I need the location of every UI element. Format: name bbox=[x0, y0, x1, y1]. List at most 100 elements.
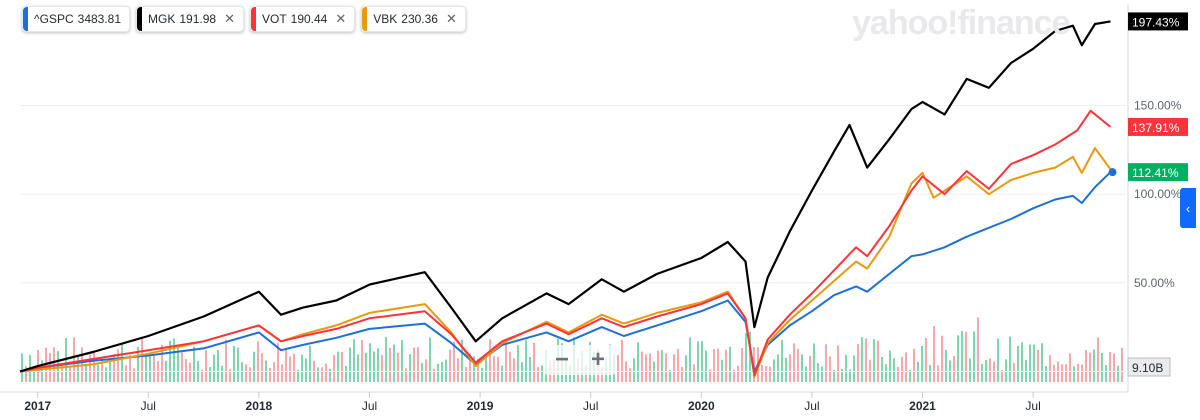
volume-bar bbox=[1061, 364, 1063, 382]
volume-bar bbox=[793, 343, 795, 382]
volume-bar bbox=[93, 351, 95, 382]
volume-label: 9.10B bbox=[1132, 361, 1163, 375]
volume-bar bbox=[701, 341, 703, 382]
volume-bar bbox=[457, 358, 459, 382]
volume-bar bbox=[357, 354, 359, 382]
value-labels: 197.43% 137.91% 112.41% 9.10B bbox=[1127, 12, 1188, 377]
volume-bar bbox=[697, 341, 699, 382]
legend-symbol: VOT bbox=[261, 12, 287, 26]
volume-bar bbox=[453, 341, 455, 382]
volume-bar bbox=[417, 346, 419, 382]
legend-chip-mgk[interactable]: MGK 191.98 ✕ bbox=[136, 6, 244, 32]
volume-bar bbox=[1005, 359, 1007, 382]
volume-bar bbox=[937, 365, 939, 382]
legend-symbol: MGK bbox=[148, 12, 176, 26]
volume-bar bbox=[97, 364, 99, 382]
volume-bar bbox=[181, 351, 183, 382]
volume-bar bbox=[685, 355, 687, 382]
volume-bar bbox=[461, 339, 463, 382]
volume-bar bbox=[857, 343, 859, 382]
x-tick-label: 2018 bbox=[246, 399, 273, 413]
remove-mgk-close-icon[interactable]: ✕ bbox=[224, 11, 235, 26]
volume-bar bbox=[665, 353, 667, 382]
volume-bar bbox=[689, 337, 691, 382]
volume-bar bbox=[525, 339, 527, 382]
volume-bar bbox=[881, 356, 883, 382]
remove-vot-close-icon[interactable]: ✕ bbox=[335, 11, 347, 26]
volume-bar bbox=[637, 342, 639, 382]
x-tick-label: Jul bbox=[1025, 399, 1040, 413]
last-point-marker bbox=[1108, 168, 1117, 177]
volume-bar bbox=[325, 363, 327, 382]
volume-bar bbox=[1121, 347, 1123, 382]
volume-bar bbox=[61, 364, 63, 382]
volume-bar bbox=[485, 354, 487, 382]
volume-bar bbox=[193, 346, 195, 382]
volume-bar bbox=[209, 366, 211, 382]
volume-bar bbox=[69, 365, 71, 382]
remove-vbk-close-icon[interactable]: ✕ bbox=[445, 11, 457, 26]
volume-bar bbox=[509, 351, 511, 382]
volume-bar bbox=[541, 365, 543, 382]
volume-bar bbox=[337, 351, 339, 382]
volume-bar bbox=[249, 367, 251, 382]
zoom-out-button[interactable]: − bbox=[554, 346, 569, 373]
volume-bar bbox=[137, 346, 139, 382]
volume-bar bbox=[761, 364, 763, 382]
volume-bar bbox=[101, 358, 103, 382]
volume-bar bbox=[441, 362, 443, 382]
series-line-vbk bbox=[19, 147, 1112, 378]
volume-bar bbox=[261, 353, 263, 382]
volume-bar bbox=[825, 344, 827, 382]
volume-bar bbox=[389, 347, 391, 382]
volume-bar bbox=[1065, 364, 1067, 382]
volume-bar bbox=[217, 350, 219, 382]
volume-bar bbox=[305, 358, 307, 382]
legend-swatch bbox=[137, 7, 143, 31]
volume-bar bbox=[1101, 352, 1103, 382]
volume-bar bbox=[897, 366, 899, 382]
volume-bar bbox=[933, 326, 935, 382]
last-value-badge bbox=[1128, 117, 1188, 136]
volume-bar bbox=[861, 337, 863, 382]
volume-bar bbox=[293, 353, 295, 382]
legend-swatch bbox=[23, 7, 28, 31]
legend-chip-vbk[interactable]: VBK 230.36 ✕ bbox=[361, 6, 466, 32]
volume-bar bbox=[649, 353, 651, 382]
volume-bar bbox=[901, 357, 903, 382]
zoom-in-button[interactable]: + bbox=[590, 346, 605, 373]
volume-bar bbox=[1041, 343, 1043, 382]
volume-bar bbox=[749, 332, 751, 382]
volume-bar bbox=[1013, 362, 1015, 382]
legend-chip-gspc[interactable]: ^GSPC 3483.81 bbox=[22, 6, 131, 32]
volume-bar bbox=[809, 355, 811, 382]
expand-panel-chevron-icon[interactable]: ‹ bbox=[1180, 188, 1196, 228]
volume-bar bbox=[921, 345, 923, 382]
volume-bar bbox=[501, 365, 503, 382]
legend-chip-vot[interactable]: VOT 190.44 ✕ bbox=[249, 6, 356, 32]
volume-bar bbox=[829, 356, 831, 382]
volume-bar bbox=[393, 344, 395, 382]
volume-bar bbox=[1021, 342, 1023, 382]
volume-bar bbox=[533, 342, 535, 382]
volume-bar bbox=[773, 359, 775, 382]
volume-bar bbox=[321, 367, 323, 382]
volume-bar bbox=[277, 343, 279, 382]
volume-bar bbox=[1089, 352, 1091, 382]
volume-bar bbox=[1097, 337, 1099, 382]
volume-bar bbox=[341, 352, 343, 382]
volume-bar bbox=[221, 365, 223, 382]
last-value-label: 197.43% bbox=[1132, 15, 1180, 29]
volume-bar bbox=[161, 344, 163, 382]
volume-bar bbox=[961, 331, 963, 382]
volume-bar bbox=[21, 353, 23, 382]
volume-bar bbox=[365, 353, 367, 382]
volume-bar bbox=[397, 352, 399, 382]
volume-bar bbox=[769, 366, 771, 382]
volume-bar bbox=[381, 355, 383, 382]
volume-bar bbox=[709, 369, 711, 382]
volume-bar bbox=[433, 368, 435, 382]
volume-bar bbox=[765, 366, 767, 382]
volume-bar bbox=[481, 367, 483, 382]
